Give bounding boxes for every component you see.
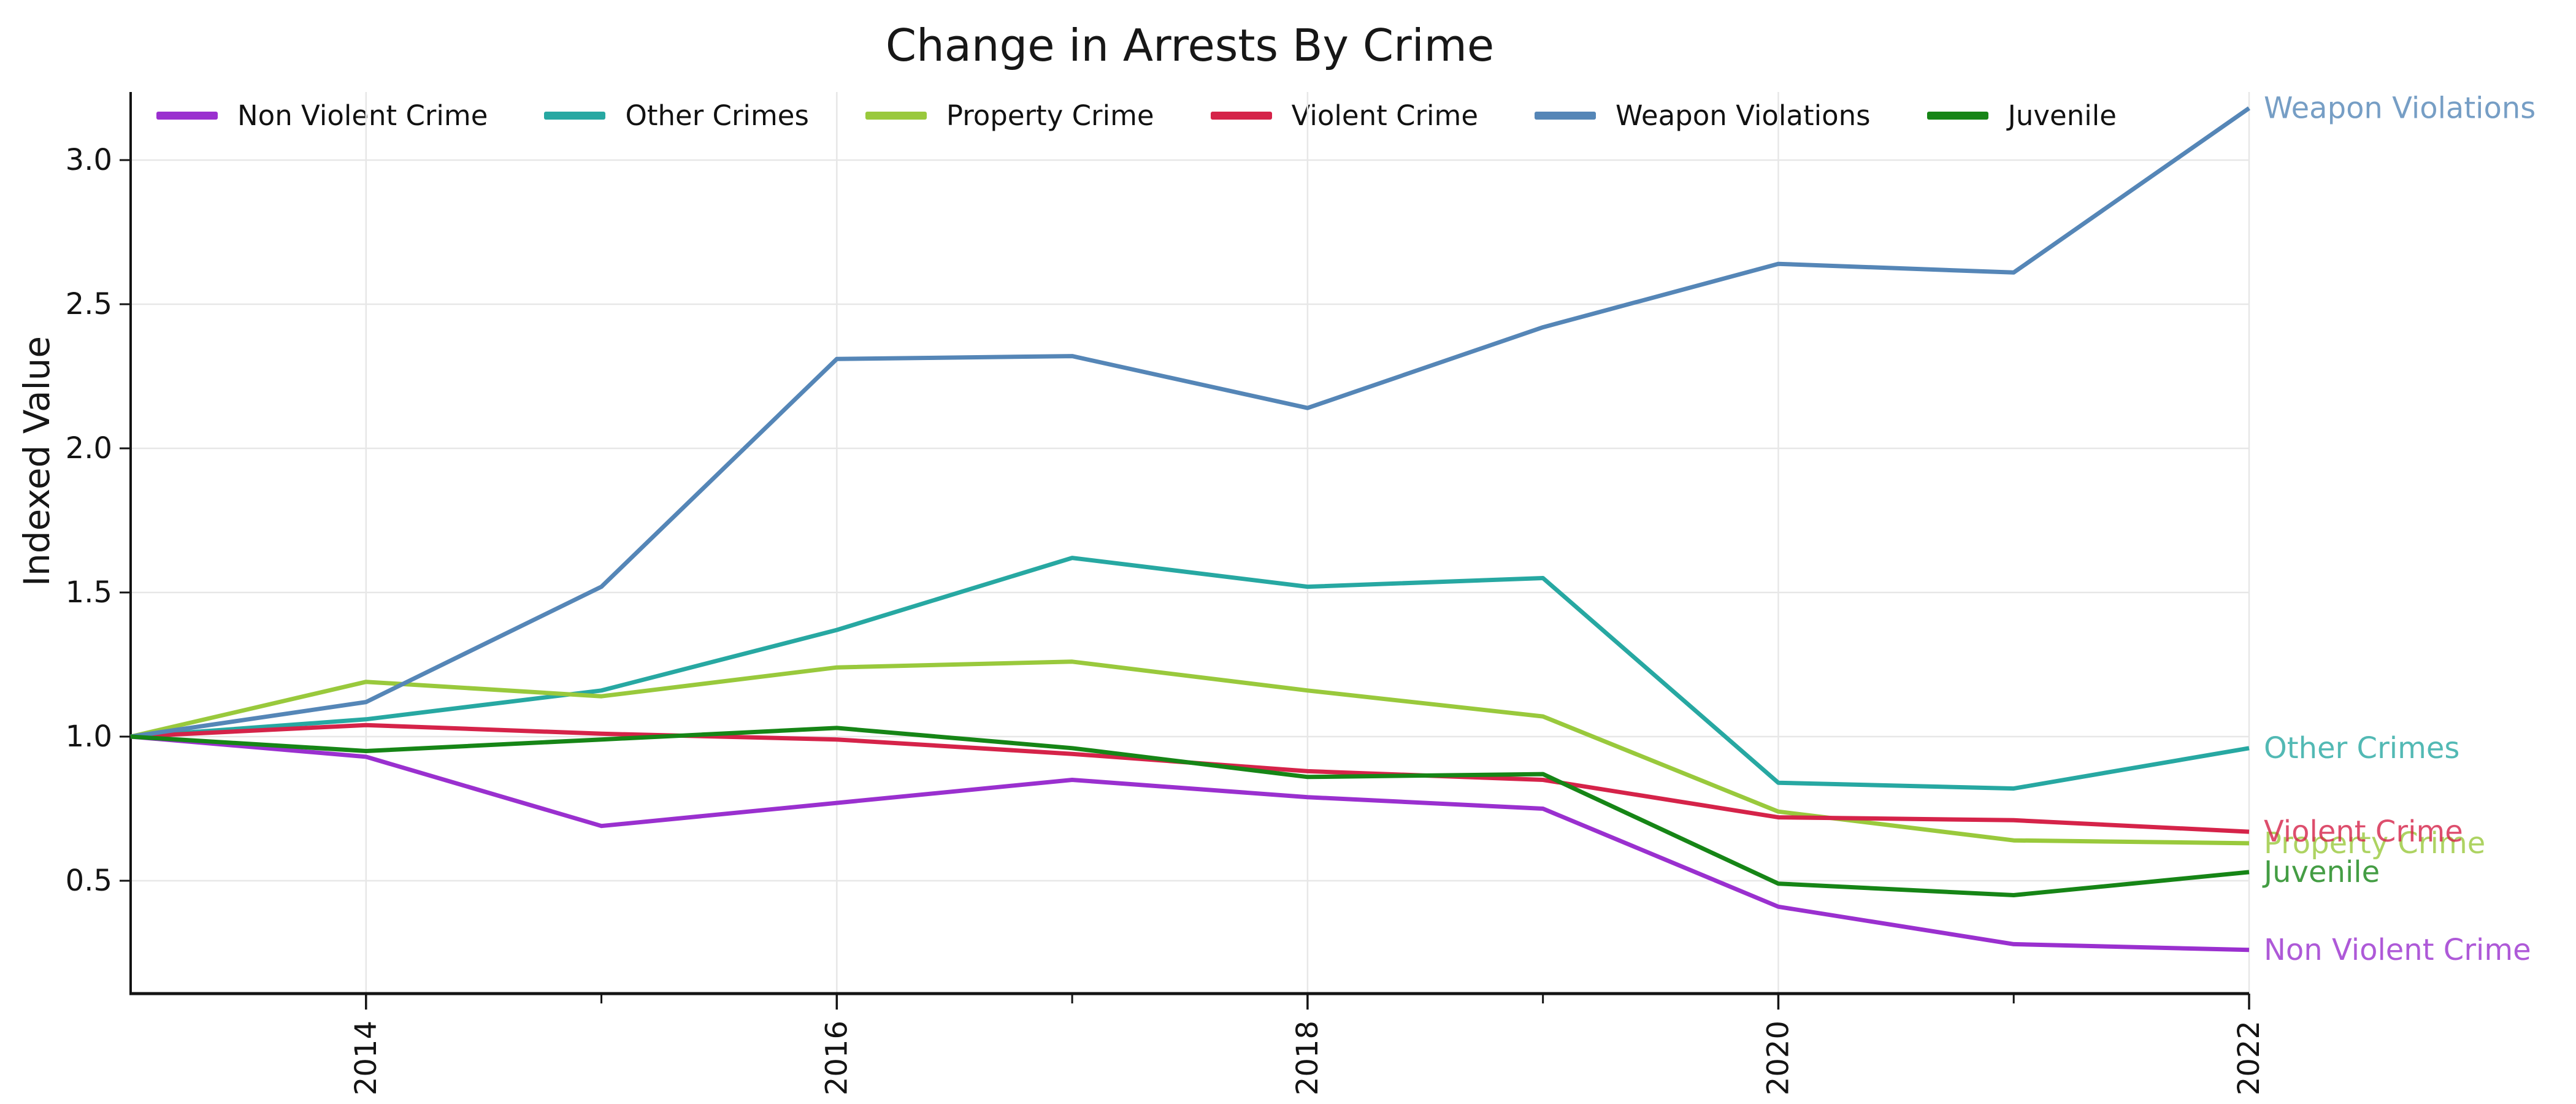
x-tick-label: 2014 bbox=[349, 1021, 383, 1095]
series-line-non-violent-crime bbox=[130, 734, 2250, 953]
legend-item-property-crime: Property Crime bbox=[865, 99, 1154, 132]
y-tick-label: 2.5 bbox=[66, 287, 112, 321]
series-end-label-other-crimes: Other Crimes bbox=[2264, 731, 2459, 765]
legend-item-juvenile: Juvenile bbox=[1926, 99, 2117, 132]
x-tick-label: 2018 bbox=[1290, 1021, 1325, 1095]
legend-label-other-crimes: Other Crimes bbox=[625, 99, 809, 132]
legend-item-non-violent-crime: Non Violent Crime bbox=[156, 99, 488, 132]
legend-swatch-weapon-violations bbox=[1535, 112, 1597, 120]
series-end-label-weapon-violations: Weapon Violations bbox=[2264, 91, 2536, 125]
series-line-weapon-violations bbox=[130, 106, 2251, 739]
legend-label-violent-crime: Violent Crime bbox=[1291, 99, 1479, 132]
legend-swatch-other-crimes bbox=[544, 112, 606, 120]
y-tick-label: 3.0 bbox=[66, 143, 112, 177]
series-end-label-violent-crime: Violent Crime bbox=[2264, 815, 2463, 849]
series-line-property-crime bbox=[130, 659, 2250, 846]
x-tick-label: 2016 bbox=[819, 1021, 854, 1095]
y-tick-label: 2.0 bbox=[66, 431, 112, 466]
legend-item-other-crimes: Other Crimes bbox=[544, 99, 809, 132]
legend-swatch-violent-crime bbox=[1210, 112, 1272, 120]
x-tick-label: 2020 bbox=[1761, 1021, 1795, 1095]
series-line-violent-crime bbox=[130, 723, 2250, 834]
y-tick-label: 1.5 bbox=[66, 575, 112, 610]
legend-item-weapon-violations: Weapon Violations bbox=[1535, 99, 1871, 132]
series-end-label-property-crime: Property Crime bbox=[2264, 826, 2485, 861]
legend-item-violent-crime: Violent Crime bbox=[1210, 99, 1479, 132]
series-end-label-juvenile: Juvenile bbox=[2262, 855, 2380, 889]
legend-label-juvenile: Juvenile bbox=[2007, 99, 2117, 132]
legend-label-property-crime: Property Crime bbox=[946, 99, 1154, 132]
series-end-label-non-violent-crime: Non Violent Crime bbox=[2264, 933, 2531, 967]
legend-swatch-property-crime bbox=[865, 112, 927, 120]
legend-swatch-non-violent-crime bbox=[156, 112, 218, 120]
legend-label-weapon-violations: Weapon Violations bbox=[1616, 99, 1871, 132]
chart-title: Change in Arrests By Crime bbox=[885, 20, 1495, 71]
y-tick-label: 1.0 bbox=[66, 719, 112, 754]
series-line-juvenile bbox=[130, 726, 2250, 897]
x-tick-label: 2022 bbox=[2232, 1021, 2266, 1095]
series-line-other-crimes bbox=[130, 556, 2250, 791]
y-tick-label: 0.5 bbox=[66, 864, 112, 898]
legend-swatch-juvenile bbox=[1926, 112, 1988, 120]
legend-label-non-violent-crime: Non Violent Crime bbox=[237, 99, 488, 132]
legend: Non Violent Crime Other Crimes Property Cr… bbox=[156, 99, 2117, 132]
